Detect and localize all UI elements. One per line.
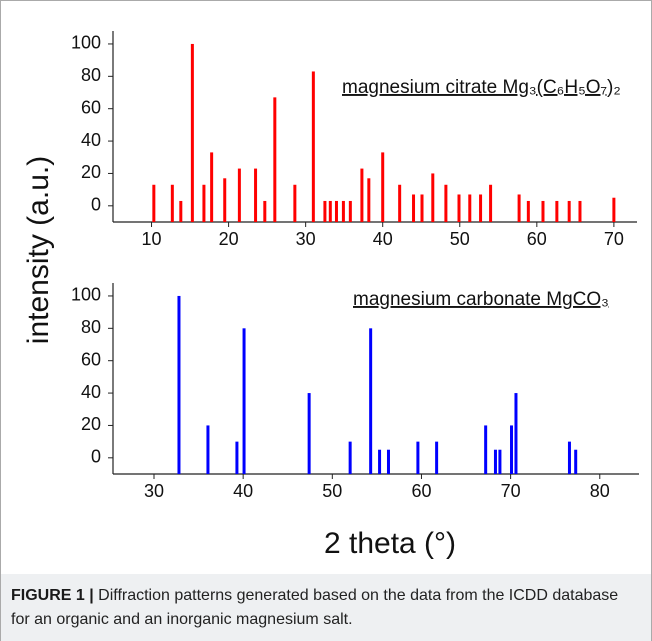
peak [398, 184, 402, 222]
y-tick-label: 100 [71, 285, 101, 305]
peak [254, 168, 258, 222]
y-axis-label: intensity (a.u.) [22, 156, 55, 344]
peak [498, 449, 502, 474]
peak [567, 441, 571, 474]
peak [420, 194, 424, 222]
y-tick-label: 80 [81, 65, 101, 85]
peak [328, 200, 332, 222]
caption: FIGURE 1 | Diffraction patterns generate… [0, 574, 652, 641]
peak [578, 200, 582, 222]
peak [334, 200, 338, 222]
x-tick-label: 70 [604, 229, 624, 249]
peak [493, 449, 497, 474]
y-tick-label: 40 [81, 382, 101, 402]
peak [567, 200, 571, 222]
peak [206, 425, 210, 474]
peak [435, 441, 439, 474]
y-tick-label: 80 [81, 317, 101, 337]
peak [235, 441, 239, 474]
peak [541, 200, 545, 222]
peak [367, 178, 371, 222]
peak [386, 449, 390, 474]
peak [273, 97, 277, 222]
peak [210, 152, 214, 222]
peak [457, 194, 461, 222]
peak [307, 393, 311, 474]
peak [323, 200, 327, 222]
annotation: magnesium carbonate MgCO₃ [353, 289, 609, 310]
x-tick-label: 60 [527, 229, 547, 249]
annotation: magnesium citrate Mg₃(C₆H₅O₇)₂ [342, 77, 621, 98]
figure: intensity (a.u.) 2 theta (°) 0 20 40 60 80 10… [0, 0, 652, 574]
peak [348, 200, 352, 222]
x-tick-label: 10 [142, 229, 162, 249]
caption-text: Diffraction patterns generated based on … [11, 587, 619, 628]
peak [237, 168, 241, 222]
peak [369, 328, 373, 474]
peak [177, 295, 181, 474]
caption-label: FIGURE 1 | [11, 587, 94, 604]
peak [293, 184, 297, 222]
x-tick-label: 40 [373, 229, 393, 249]
y-tick-label: 20 [81, 414, 101, 434]
peak [468, 194, 472, 222]
peak [510, 425, 514, 474]
x-tick-label: 70 [501, 481, 521, 501]
peak [263, 200, 267, 222]
peak [489, 184, 493, 222]
peak [341, 200, 345, 222]
peak [431, 173, 435, 222]
x-tick-label: 20 [219, 229, 239, 249]
x-tick-label: 80 [590, 481, 610, 501]
peak [416, 441, 420, 474]
y-tick-label: 60 [81, 349, 101, 369]
peak [170, 184, 174, 222]
peak [517, 194, 521, 222]
x-axis-label: 2 theta (°) [324, 527, 456, 560]
peak [360, 168, 364, 222]
x-tick-label: 50 [322, 481, 342, 501]
peak [412, 194, 416, 222]
peak [574, 449, 578, 474]
x-tick-label: 60 [411, 481, 431, 501]
y-tick-label: 20 [81, 162, 101, 182]
peak [526, 200, 530, 222]
x-tick-label: 30 [144, 481, 164, 501]
peak [479, 194, 483, 222]
peak [381, 152, 385, 222]
peak [190, 43, 194, 222]
y-tick-label: 40 [81, 130, 101, 150]
peak [223, 178, 227, 222]
peak [612, 197, 616, 222]
peak [484, 425, 488, 474]
x-tick-label: 40 [233, 481, 253, 501]
y-tick-label: 100 [71, 33, 101, 53]
y-tick-label: 0 [91, 195, 101, 215]
peak [348, 441, 352, 474]
y-tick-label: 0 [91, 447, 101, 467]
peak [311, 71, 315, 223]
peak [202, 184, 206, 222]
x-tick-label: 50 [450, 229, 470, 249]
peak [444, 184, 448, 222]
x-tick-label: 30 [296, 229, 316, 249]
peak [152, 184, 156, 222]
peak [242, 328, 246, 474]
peak [555, 200, 559, 222]
y-tick-label: 60 [81, 97, 101, 117]
peak [378, 449, 382, 474]
peak [514, 393, 518, 474]
peak [179, 200, 183, 222]
